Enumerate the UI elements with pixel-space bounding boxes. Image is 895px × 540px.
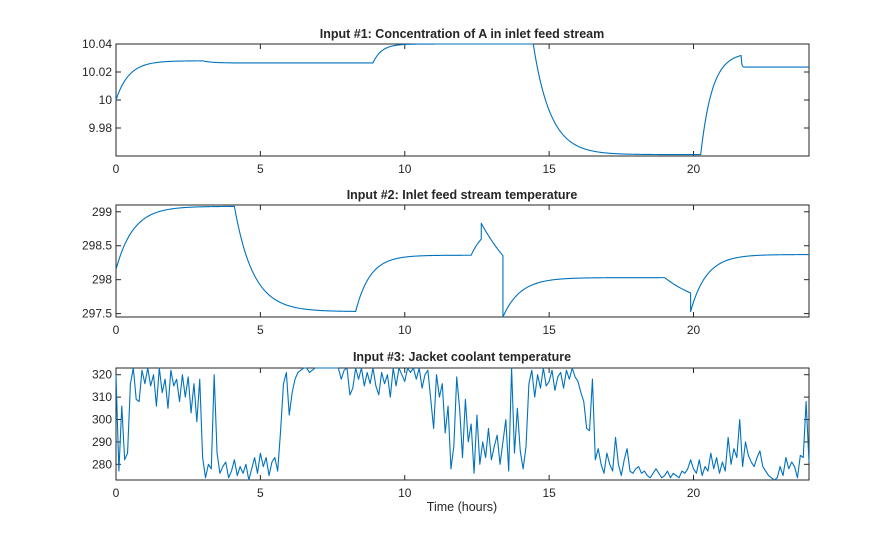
chart-panel-3: Input #3: Jacket coolant temperature 0 5 1… [92, 350, 810, 500]
chart-2-y-tick-label: 297.5 [82, 307, 112, 321]
chart-1-title: Input #1: Concentration of A in inlet fe… [320, 27, 605, 41]
chart-1-y-tick-label: 10.04 [82, 37, 112, 51]
chart-2-x-tick-label: 5 [257, 323, 264, 337]
chart-3-series-line [115, 367, 810, 481]
chart-2-axes-box [115, 204, 810, 318]
chart-2-y-tick-label: 299 [92, 205, 112, 219]
chart-3-y-tick-label: 300 [92, 413, 112, 427]
chart-1-x-tick-label: 5 [257, 162, 264, 176]
chart-2-x-tick-label: 20 [687, 323, 701, 337]
chart-1-ticks: 0 5 10 15 20 9.98 10 10.02 10.04 [82, 37, 809, 176]
chart-panel-2: Input #2: Inlet feed stream temperature … [82, 188, 810, 337]
chart-3-x-tick-label: 10 [398, 486, 412, 500]
chart-2-title: Input #2: Inlet feed stream temperature [347, 188, 578, 202]
chart-2-x-tick-label: 0 [113, 323, 120, 337]
chart-1-y-tick-label: 9.98 [89, 121, 113, 135]
chart-1-y-tick-label: 10 [99, 93, 113, 107]
chart-3-y-tick-label: 290 [92, 435, 112, 449]
chart-3-x-tick-label: 20 [687, 486, 701, 500]
chart-2-x-tick-label: 15 [542, 323, 556, 337]
chart-panel-1: Input #1: Concentration of A in inlet fe… [82, 27, 810, 176]
chart-3-x-tick-label: 0 [113, 486, 120, 500]
chart-3-y-tick-label: 320 [92, 368, 112, 382]
chart-3-y-tick-label: 280 [92, 457, 112, 471]
chart-1-x-tick-label: 20 [687, 162, 701, 176]
chart-3-y-tick-label: 310 [92, 390, 112, 404]
chart-3-title: Input #3: Jacket coolant temperature [353, 350, 571, 364]
chart-2-series-line [115, 205, 810, 318]
chart-1-series-line [115, 43, 809, 156]
chart-3-ticks: 0 5 10 15 20 280 290 300 310 320 [92, 368, 809, 500]
chart-1-x-tick-label: 15 [542, 162, 556, 176]
chart-3-x-tick-label: 5 [257, 486, 264, 500]
chart-3-x-tick-label: 15 [542, 486, 556, 500]
chart-3-axes-box [115, 367, 810, 481]
chart-2-ticks: 0 5 10 15 20 297.5 298 298.5 299 [82, 205, 809, 337]
chart-1-axes-box [115, 43, 810, 157]
chart-1-y-tick-label: 10.02 [82, 65, 112, 79]
chart-1-x-tick-label: 0 [113, 162, 120, 176]
chart-2-x-tick-label: 10 [398, 323, 412, 337]
chart-1-x-tick-label: 10 [398, 162, 412, 176]
chart-2-y-tick-label: 298.5 [82, 239, 112, 253]
x-axis-label: Time (hours) [427, 500, 497, 514]
chart-2-y-tick-label: 298 [92, 273, 112, 287]
